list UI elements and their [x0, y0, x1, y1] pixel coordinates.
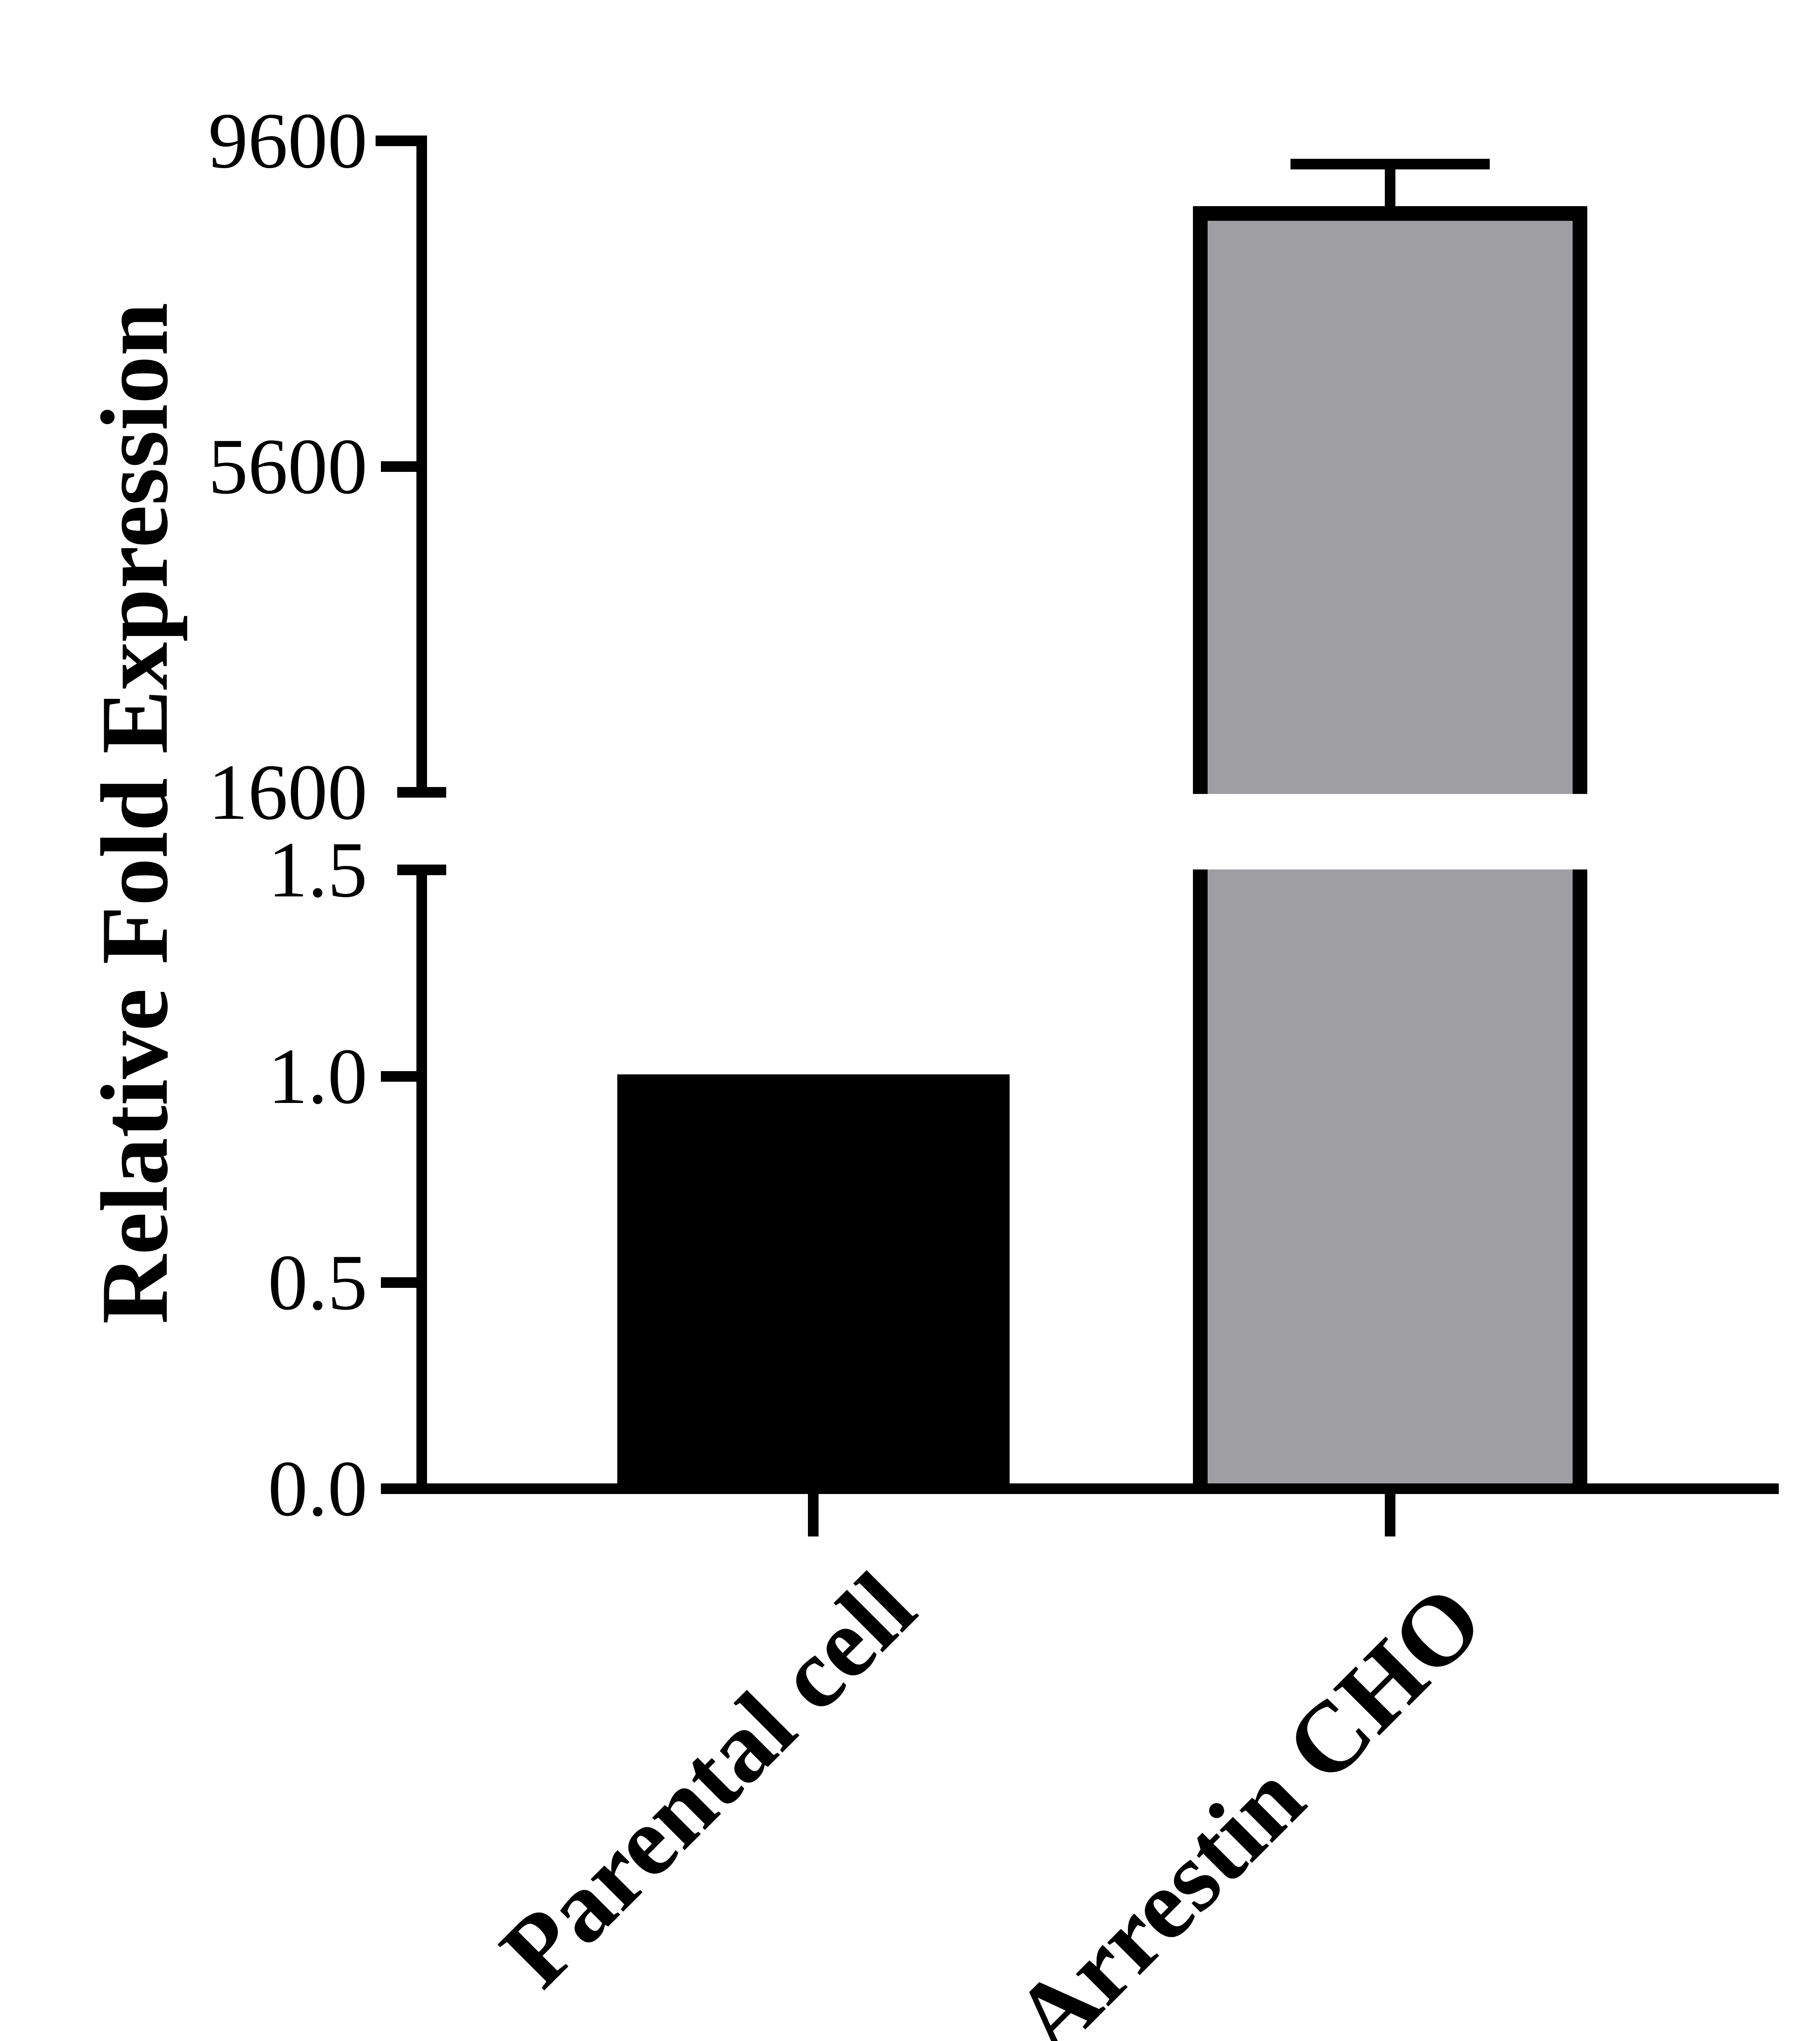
y-tick-label-1600: 1600: [208, 748, 367, 836]
y-tick-label-0.5: 0.5: [268, 1238, 367, 1327]
bar-nk2r-upper-segment: [1193, 206, 1587, 794]
y-tick-mark-1.5-break-cap: [397, 865, 446, 875]
y-tick-label-5600: 5600: [208, 422, 367, 511]
x-label-parental-cell: Parental cell: [480, 1551, 936, 2008]
y-axis-line-lower-segment: [416, 865, 427, 1494]
x-tick-mark-parental-cell: [808, 1494, 819, 1536]
x-tick-mark-nk2r: [1385, 1494, 1395, 1536]
y-tick-mark-1.0: [381, 1071, 427, 1082]
bar-parental-cell: [617, 1074, 1010, 1483]
bar-nk2r-lower-segment: [1193, 869, 1587, 1483]
y-tick-label-0.0: 0.0: [268, 1445, 367, 1533]
y-tick-mark-9600: [376, 136, 427, 146]
y-tick-label-9600: 9600: [208, 97, 367, 185]
error-bar-stem: [1385, 163, 1395, 207]
y-tick-label-1.0: 1.0: [268, 1032, 367, 1121]
error-bar-cap: [1290, 159, 1490, 169]
y-tick-mark-0.5: [381, 1277, 427, 1288]
y-tick-mark-0.0: [381, 1483, 427, 1494]
y-tick-mark-1600-break-cap: [397, 787, 446, 798]
y-tick-label-1.5: 1.5: [268, 826, 367, 914]
y-tick-mark-5600: [381, 461, 427, 472]
x-axis-baseline: [416, 1483, 1779, 1494]
